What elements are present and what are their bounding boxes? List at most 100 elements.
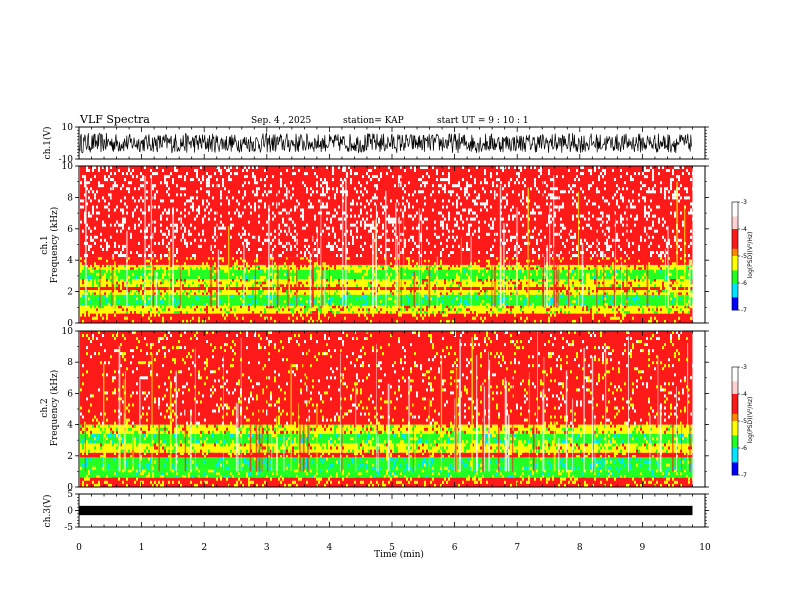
spectrum-cell xyxy=(458,297,460,301)
spectrum-cell xyxy=(166,193,168,197)
spectrum-cell xyxy=(456,202,458,206)
spectrum-cell xyxy=(166,205,168,209)
spectrum-cell xyxy=(328,284,330,287)
spectrum-cell xyxy=(132,169,134,172)
spectrum-cell xyxy=(190,259,192,263)
spectrum-cell xyxy=(352,297,354,301)
spectrum-cell xyxy=(340,223,342,227)
spectrum-cell xyxy=(334,267,336,270)
spectrum-cell xyxy=(326,284,328,287)
spectrum-cell xyxy=(336,286,338,290)
spectrum-cell xyxy=(412,300,414,303)
spectrum-cell xyxy=(416,303,418,306)
spectrum-cell xyxy=(282,235,284,239)
spectrum-cell xyxy=(364,193,366,197)
spectrum-cell xyxy=(114,319,116,323)
spectrum-cell xyxy=(352,199,354,203)
spectrum-cell xyxy=(164,202,166,206)
spectrum-cell xyxy=(436,241,438,245)
spectrum-cell xyxy=(280,259,282,263)
spectrum-cell xyxy=(134,187,136,191)
spectrum-cell xyxy=(288,286,290,290)
spectrum-cell xyxy=(326,305,328,309)
spectrum-cell xyxy=(174,166,176,169)
spectrum-cell xyxy=(226,281,228,285)
spectrum-cell xyxy=(302,211,304,215)
spectrum-cell xyxy=(406,305,408,309)
spectrum-cell xyxy=(204,290,206,293)
spectrum-cell xyxy=(236,281,238,285)
spectrum-cell xyxy=(378,172,380,176)
spectrum-cell xyxy=(474,290,476,293)
spectrum-cell xyxy=(458,259,460,263)
spectrum-cell xyxy=(436,178,438,182)
spectrum-cell xyxy=(326,184,328,188)
spectrum-cell xyxy=(380,202,382,206)
spectrum-cell xyxy=(352,235,354,239)
spectrum-cell xyxy=(428,211,430,215)
spectrum-cell xyxy=(128,292,130,295)
spectrum-cell xyxy=(310,211,312,215)
spectrum-cell xyxy=(404,262,406,265)
spectrum-cell xyxy=(464,267,466,270)
spectrum-cell xyxy=(340,217,342,221)
spectrum-cell xyxy=(442,205,444,209)
spectrum-cell xyxy=(114,175,116,179)
spectrum-cell xyxy=(304,241,306,245)
spectrum-cell xyxy=(226,169,228,172)
spectrum-cell xyxy=(368,229,370,233)
spectrum-cell xyxy=(406,169,408,172)
spectrum-cell xyxy=(434,199,436,203)
spectrum-cell xyxy=(406,214,408,218)
spectrum-cell xyxy=(118,281,120,285)
spectrum-cell xyxy=(194,229,196,233)
spectrum-cell xyxy=(306,262,308,265)
spectrum-cell xyxy=(450,269,452,273)
spectrum-cell xyxy=(408,297,410,301)
spectrum-cell xyxy=(230,217,232,221)
spectrum-cell xyxy=(410,272,412,276)
spectrum-cell xyxy=(124,178,126,182)
spectrum-cell xyxy=(178,303,180,306)
spectrum-cell xyxy=(382,211,384,215)
spectrum-cell xyxy=(180,251,182,254)
spectrum-cell xyxy=(192,311,194,314)
spectrum-cell xyxy=(446,319,448,323)
spectrum-cell xyxy=(348,269,350,273)
spectrum-cell xyxy=(448,190,450,194)
spectrum-cell xyxy=(460,202,462,206)
spectrum-cell xyxy=(138,264,140,268)
spectrum-cell xyxy=(412,264,414,268)
spectrum-cell xyxy=(378,290,380,293)
spectrum-cell xyxy=(258,196,260,200)
spectrum-cell xyxy=(290,235,292,239)
spectrum-cell xyxy=(232,297,234,301)
spectrum-cell xyxy=(200,269,202,273)
spectrum-cell xyxy=(240,305,242,309)
spectrum-cell xyxy=(414,190,416,194)
spectrum-cell xyxy=(88,190,90,194)
spectrum-cell xyxy=(212,223,214,227)
spectrum-cell xyxy=(446,178,448,182)
spectrum-cell xyxy=(406,193,408,197)
spectrum-cell xyxy=(184,316,186,320)
spectrum-cell xyxy=(296,313,298,317)
spectrum-cell xyxy=(294,305,296,309)
spectrum-cell xyxy=(246,303,248,306)
spectrum-cell xyxy=(222,169,224,172)
spectrum-cell xyxy=(390,248,392,251)
spectrum-cell xyxy=(176,220,178,224)
spectrum-cell xyxy=(356,196,358,200)
spectrum-cell xyxy=(346,220,348,224)
spectrum-cell xyxy=(146,264,148,268)
spectrum-cell xyxy=(314,281,316,285)
spectrum-cell xyxy=(330,269,332,273)
spectrum-cell xyxy=(102,244,104,248)
spectrum-cell xyxy=(188,202,190,206)
spectrum-cell xyxy=(286,290,288,293)
spectrum-cell xyxy=(448,286,450,290)
spectrum-cell xyxy=(292,303,294,306)
spectrum-cell xyxy=(462,316,464,320)
spectrum-cell xyxy=(202,166,204,169)
spectrum-cell xyxy=(452,229,454,233)
